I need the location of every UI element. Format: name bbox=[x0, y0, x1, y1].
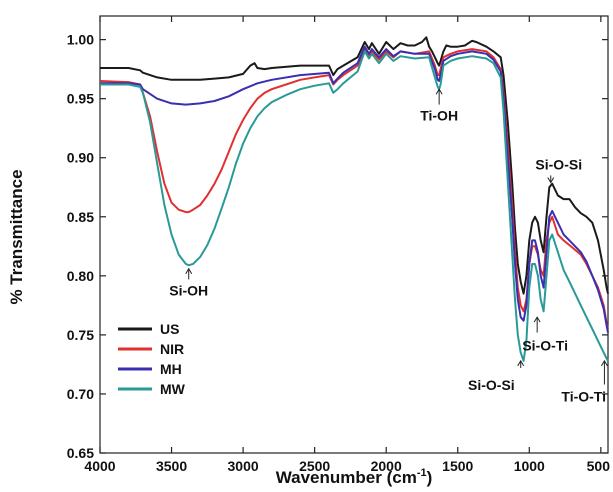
annotation-label: Ti-OH bbox=[420, 108, 458, 124]
annotation-label: Si-O-Ti bbox=[522, 338, 568, 354]
annotation-arrowhead bbox=[435, 88, 443, 95]
x-axis-title-end: ) bbox=[427, 468, 433, 487]
x-axis-title: Wavenumber (cm-1) bbox=[276, 467, 433, 487]
y-tick-label: 0.70 bbox=[67, 386, 94, 402]
legend-label: US bbox=[160, 321, 179, 337]
annotation-arrowhead bbox=[533, 316, 541, 323]
x-tick-label: 2500 bbox=[299, 458, 330, 474]
y-tick-label: 0.85 bbox=[67, 209, 94, 225]
x-axis-title-main: Wavenumber (cm bbox=[276, 468, 417, 487]
annotation-label: Ti-O-Ti bbox=[561, 388, 606, 404]
legend-label: MW bbox=[160, 381, 186, 397]
x-tick-label: 3500 bbox=[156, 458, 187, 474]
x-tick-label: 500 bbox=[587, 458, 611, 474]
x-axis-ticks: 4000 3500 3000 2500 2000 1500 1000 500 bbox=[84, 16, 610, 474]
series-line-mh bbox=[100, 45, 609, 333]
x-axis-title-superscript: -1 bbox=[417, 467, 427, 479]
y-axis-ticks: 0.65 0.70 0.75 0.80 0.85 0.90 0.95 1.00 bbox=[67, 32, 608, 461]
series-lines bbox=[99, 36, 609, 362]
annotation-label: Si-O-Si bbox=[468, 377, 515, 393]
legend-label: NIR bbox=[160, 341, 184, 357]
annotation-arrowhead bbox=[600, 359, 608, 367]
y-axis-title: % Transmittance bbox=[7, 169, 26, 304]
annotation-label: Si-OH bbox=[169, 282, 208, 298]
annotations: Si-OH Ti-OH Si-O-Si Si-O-Si Si-O-Ti Ti-O-Ti bbox=[169, 88, 608, 404]
plot-frame bbox=[99, 15, 609, 454]
y-tick-label: 0.90 bbox=[67, 150, 94, 166]
x-tick-label: 2000 bbox=[371, 458, 402, 474]
y-tick-label: 1.00 bbox=[67, 32, 94, 48]
y-tick-label: 0.95 bbox=[67, 91, 94, 107]
legend-label: MH bbox=[160, 361, 182, 377]
annotation-label: Si-O-Si bbox=[535, 156, 582, 172]
x-tick-label: 4000 bbox=[84, 458, 115, 474]
series-line-mw bbox=[100, 50, 609, 362]
x-tick-label: 3000 bbox=[228, 458, 259, 474]
annotation-arrowhead bbox=[547, 177, 555, 184]
y-tick-label: 0.65 bbox=[67, 445, 94, 461]
series-line-us bbox=[100, 36, 609, 295]
x-tick-label: 1500 bbox=[442, 458, 473, 474]
x-tick-label: 1000 bbox=[514, 458, 545, 474]
annotation-arrowhead bbox=[185, 267, 193, 275]
annotation-arrowhead bbox=[517, 359, 525, 367]
y-tick-label: 0.80 bbox=[67, 268, 94, 284]
legend: US NIR MH MW bbox=[118, 321, 186, 397]
y-tick-label: 0.75 bbox=[67, 327, 94, 343]
